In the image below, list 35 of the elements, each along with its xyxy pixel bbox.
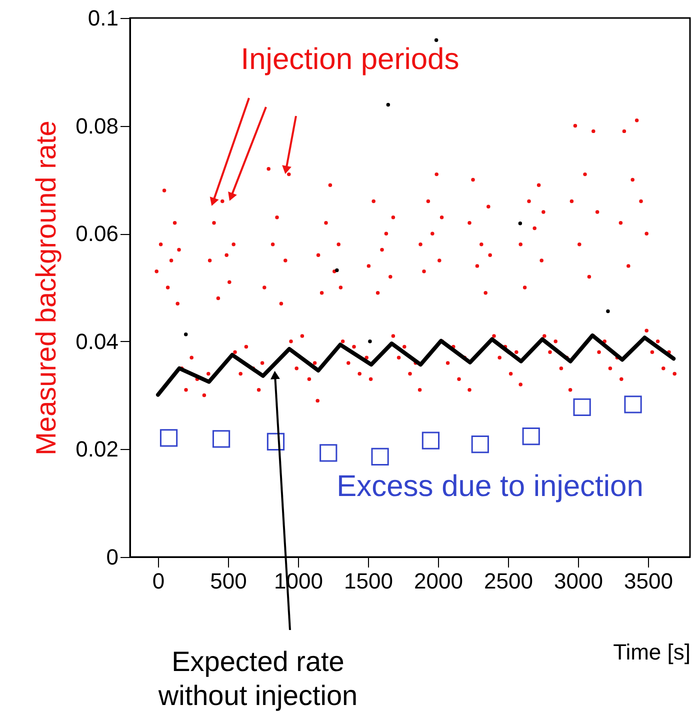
x-tick-label: 1500 <box>344 568 393 594</box>
x-tick-label: 500 <box>210 568 247 594</box>
x-axis-title: Time [s] <box>613 640 690 664</box>
x-tick-label: 0 <box>152 568 165 594</box>
annotation: Injection periods <box>240 43 460 76</box>
point <box>573 398 591 416</box>
y-tick-label: 0.1 <box>88 6 118 30</box>
y-tick-label: 0.06 <box>76 221 118 246</box>
y-axis-title: Measured background rate <box>30 120 62 456</box>
point <box>518 221 522 226</box>
point <box>606 309 610 314</box>
point <box>212 430 230 448</box>
text: Expected rate without injection <box>157 646 358 711</box>
y-tick-label: 0.02 <box>76 436 118 462</box>
y-tick-label: 0.04 <box>76 328 118 354</box>
point <box>522 427 540 446</box>
x-tick-label: 3500 <box>624 568 673 594</box>
point <box>320 444 338 462</box>
point <box>368 340 372 344</box>
point <box>386 102 390 107</box>
y-tick-label: 0.08 <box>76 113 118 138</box>
point <box>335 268 339 272</box>
point <box>624 396 642 414</box>
x-tick-label: 2500 <box>484 568 533 594</box>
point <box>471 436 489 454</box>
x-tick-label: 2000 <box>414 568 463 594</box>
point <box>160 429 178 447</box>
line-series <box>156 333 676 397</box>
point <box>434 38 438 42</box>
point <box>371 448 389 466</box>
y-tick-label: 0 <box>106 544 118 570</box>
x-tick-label: 3000 <box>554 568 603 594</box>
annotation: Excess due to injection <box>336 470 644 503</box>
point <box>184 332 188 336</box>
point <box>422 432 440 450</box>
